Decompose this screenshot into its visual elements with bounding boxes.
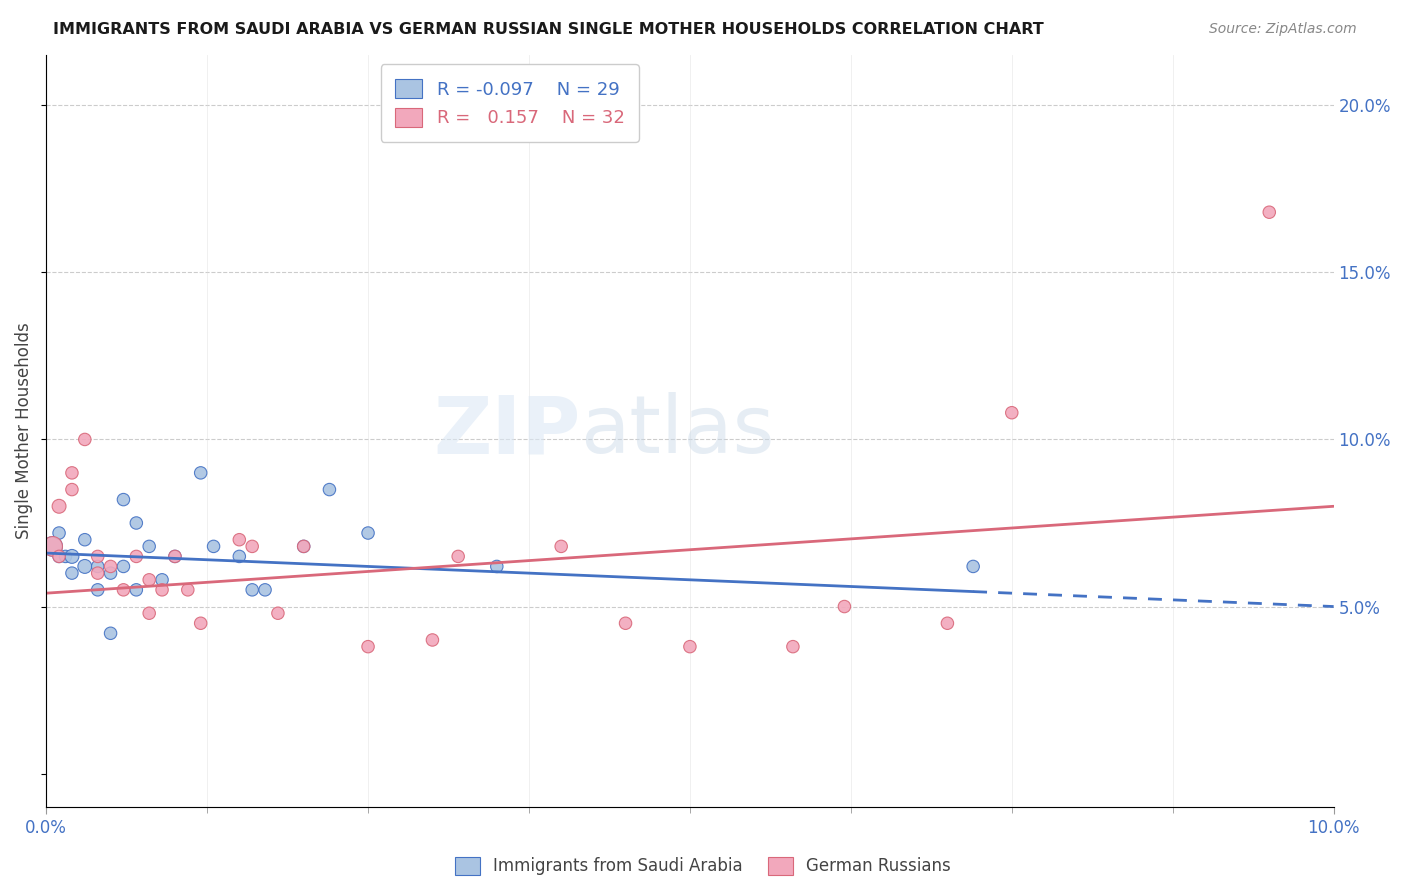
Point (228, 549, 250, 564)
Point (228, 533, 250, 547)
Point (112, 559, 135, 574)
Point (100, 566, 122, 581)
Point (73, 533, 96, 547)
Point (60, 466, 83, 480)
Point (86, 566, 108, 581)
Point (1258, 205, 1281, 219)
Point (41, 540, 63, 554)
Point (782, 640, 804, 654)
Point (125, 549, 148, 564)
Text: IMMIGRANTS FROM SAUDI ARABIA VS GERMAN RUSSIAN SINGLE MOTHER HOUSEHOLDS CORRELAT: IMMIGRANTS FROM SAUDI ARABIA VS GERMAN R… (53, 22, 1045, 37)
Point (422, 632, 444, 647)
Point (190, 616, 212, 631)
Point (962, 559, 984, 574)
Point (318, 483, 340, 497)
Point (357, 640, 380, 654)
Point (48, 526, 70, 541)
Point (240, 540, 263, 554)
Y-axis label: Single Mother Households: Single Mother Households (15, 323, 32, 540)
Point (138, 540, 160, 554)
Point (163, 549, 186, 564)
Legend: Immigrants from Saudi Arabia, German Russians: Immigrants from Saudi Arabia, German Rus… (447, 848, 959, 884)
Point (485, 559, 508, 574)
Point (550, 540, 572, 554)
Point (48, 549, 70, 564)
Point (190, 466, 212, 480)
Point (125, 516, 148, 530)
Point (100, 559, 122, 574)
Point (60, 549, 83, 564)
Point (86, 549, 108, 564)
Point (936, 616, 959, 631)
Point (86, 582, 108, 597)
Point (41, 540, 63, 554)
Point (614, 616, 637, 631)
Text: Source: ZipAtlas.com: Source: ZipAtlas.com (1209, 22, 1357, 37)
Point (138, 606, 160, 620)
Point (55, 549, 77, 564)
Point (60, 483, 83, 497)
Point (240, 582, 263, 597)
Point (48, 500, 70, 514)
Point (447, 549, 470, 564)
Legend: R = -0.097    N = 29, R =   0.157    N = 32: R = -0.097 N = 29, R = 0.157 N = 32 (381, 64, 638, 142)
Text: atlas: atlas (581, 392, 775, 470)
Point (292, 540, 315, 554)
Point (125, 582, 148, 597)
Text: ZIP: ZIP (433, 392, 581, 470)
Point (86, 559, 108, 574)
Point (679, 640, 702, 654)
Point (138, 573, 160, 587)
Point (100, 626, 122, 640)
Point (48, 549, 70, 564)
Point (60, 566, 83, 581)
Point (163, 549, 186, 564)
Point (1001, 406, 1024, 420)
Point (254, 582, 277, 597)
Point (112, 582, 135, 597)
Point (834, 599, 856, 614)
Point (73, 433, 96, 447)
Point (150, 573, 173, 587)
Point (150, 582, 173, 597)
Point (202, 540, 225, 554)
Point (292, 540, 315, 554)
Point (177, 582, 200, 597)
Point (267, 606, 290, 620)
Point (112, 492, 135, 507)
Point (73, 559, 96, 574)
Point (357, 526, 380, 541)
